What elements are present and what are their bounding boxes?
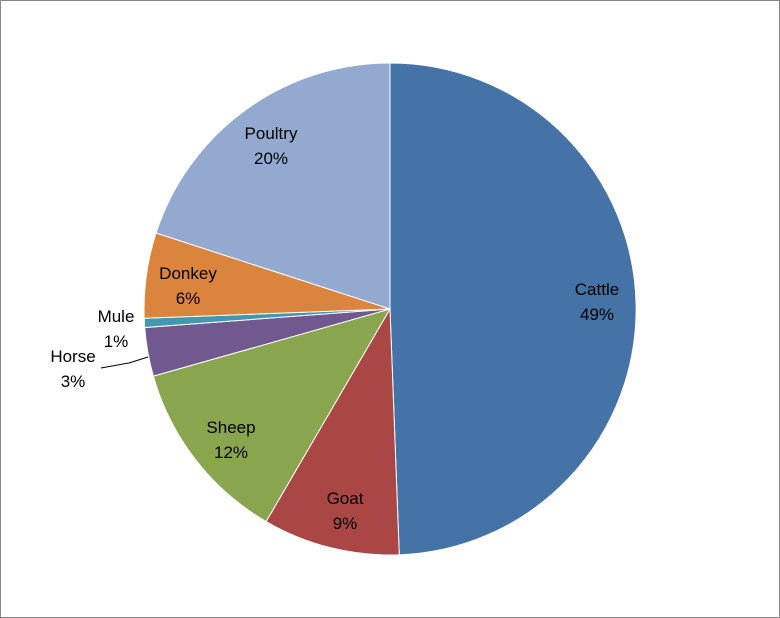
pie-slice-cattle	[389, 62, 637, 556]
slice-percent-cattle: 49%	[580, 305, 614, 324]
slice-percent-sheep: 12%	[214, 443, 248, 462]
slice-percent-donkey: 6%	[176, 289, 201, 308]
slice-label-goat: Goat	[327, 489, 364, 508]
leader-line-horse	[100, 356, 149, 369]
slice-label-sheep: Sheep	[206, 418, 255, 437]
slice-label-cattle: Cattle	[575, 280, 619, 299]
pie-slice-sheep	[152, 308, 392, 523]
slice-label-mule: Mule	[98, 307, 135, 326]
pie-slice-poultry	[155, 62, 391, 310]
pie-slice-goat	[265, 307, 400, 556]
slice-percent-horse: 3%	[61, 372, 86, 391]
slice-percent-mule: 1%	[104, 332, 129, 351]
slice-percent-goat: 9%	[333, 514, 358, 533]
slice-label-poultry: Poultry	[245, 124, 298, 143]
slice-percent-poultry: 20%	[254, 149, 288, 168]
slice-label-horse: Horse	[50, 347, 95, 366]
slice-label-donkey: Donkey	[159, 264, 217, 283]
